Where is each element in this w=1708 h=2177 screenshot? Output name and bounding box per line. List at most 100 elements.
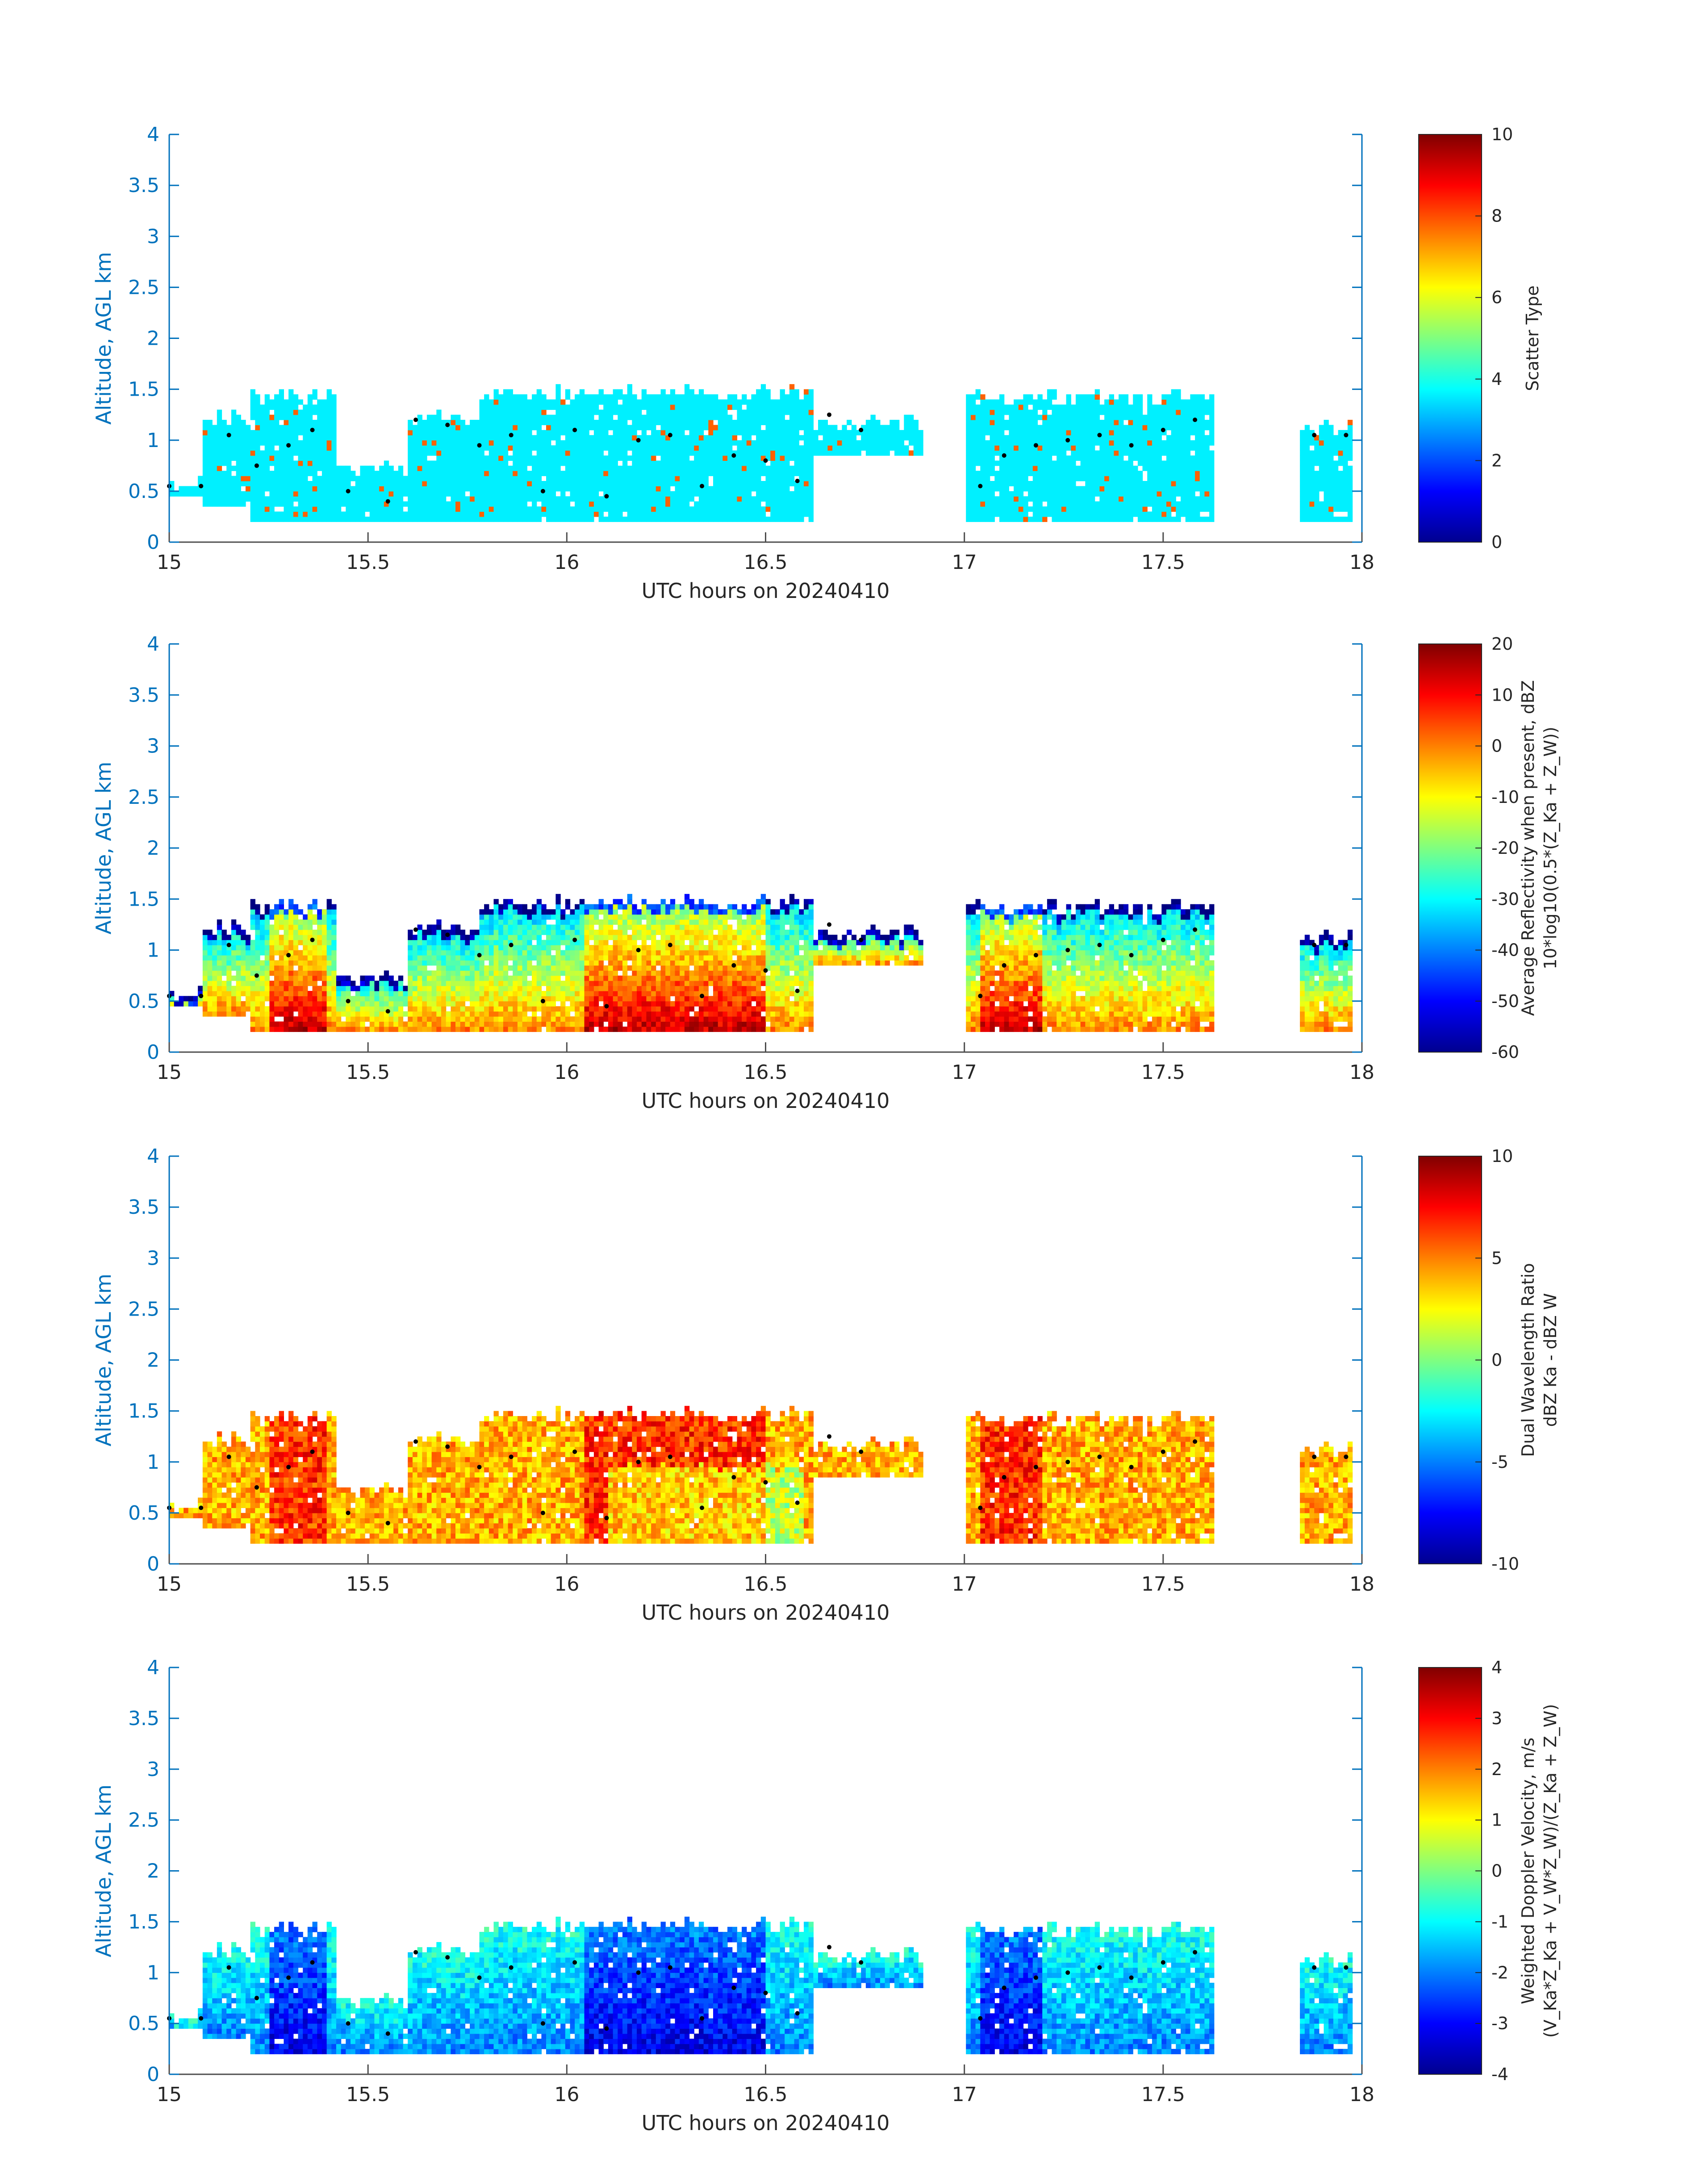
heatmap-cell (1209, 460, 1215, 466)
heatmap-cell (985, 430, 990, 435)
heatmap-cell (727, 425, 733, 430)
heatmap-cell (1094, 476, 1100, 481)
heatmap-cell (426, 435, 432, 441)
heatmap-cell (603, 491, 609, 497)
heatmap-cell (527, 430, 532, 435)
heatmap-cell (498, 501, 504, 507)
heatmap-cell (994, 486, 1000, 492)
heatmap-cell (1338, 501, 1343, 507)
heatmap-cell (307, 404, 313, 410)
heatmap-cell (326, 450, 332, 456)
heatmap-cell (522, 450, 527, 456)
heatmap-cell (808, 486, 814, 492)
heatmap-cell (1057, 486, 1062, 492)
heatmap-cell (1347, 491, 1353, 497)
heatmap-cell (632, 486, 637, 492)
heatmap-cell (985, 481, 990, 486)
heatmap-cell (279, 904, 284, 910)
heatmap-cell (1204, 455, 1210, 461)
heatmap-cell (1133, 420, 1138, 426)
heatmap-cell (236, 496, 241, 502)
heatmap-cell (307, 965, 313, 971)
heatmap-cell (465, 481, 470, 486)
heatmap-cell (670, 409, 676, 415)
heatmap-cell (727, 491, 733, 497)
heatmap-cell (1314, 501, 1320, 507)
heatmap-cell (684, 481, 690, 486)
heatmap-cell (307, 450, 313, 456)
heatmap-cell (446, 420, 451, 426)
heatmap-cell (651, 471, 656, 476)
heatmap-cell (436, 471, 442, 476)
heatmap-cell (336, 486, 342, 492)
heatmap-cell (1176, 445, 1181, 451)
heatmap-cell (408, 420, 413, 426)
heatmap-cell (880, 435, 885, 441)
heatmap-cell (694, 399, 699, 405)
heatmap-cell (541, 445, 547, 451)
heatmap-cell (622, 445, 628, 451)
heatmap-cell (732, 399, 737, 405)
heatmap-cell (269, 481, 275, 486)
heatmap-cell (918, 430, 923, 435)
heatmap-cell (279, 516, 284, 522)
heatmap-cell (675, 486, 680, 492)
heatmap-cell (622, 430, 628, 435)
heatmap-cell (355, 491, 360, 497)
heatmap-cell (288, 909, 294, 915)
heatmap-cell (1343, 455, 1348, 461)
heatmap-cell (269, 414, 275, 420)
heatmap-cell (1032, 404, 1038, 410)
heatmap-cell (451, 486, 456, 492)
heatmap-cell (426, 476, 432, 481)
heatmap-cell (179, 996, 184, 1002)
heatmap-cell (756, 501, 761, 507)
heatmap-cell (1028, 394, 1033, 400)
heatmap-cell (217, 975, 222, 981)
heatmap-cell (627, 506, 632, 512)
heatmap-cell (603, 394, 609, 400)
heatmap-cell (260, 965, 265, 971)
heatmap-cell (207, 455, 213, 461)
heatmap-cell (226, 1006, 232, 1012)
heatmap-cell (379, 476, 384, 481)
heatmap-cell (794, 516, 799, 522)
heatmap-cell (1166, 420, 1172, 426)
heatmap-cell (198, 476, 203, 481)
heatmap-cell (312, 440, 317, 446)
heatmap-cell (837, 450, 843, 456)
heatmap-cell (746, 476, 752, 481)
heatmap-cell (651, 435, 656, 441)
heatmap-cell (431, 496, 437, 502)
heatmap-cell (288, 924, 294, 930)
heatmap-cell (317, 465, 322, 471)
heatmap-cell (460, 440, 465, 446)
heatmap-cell (985, 440, 990, 446)
heatmap-cell (202, 471, 208, 476)
heatmap-cell (536, 506, 542, 512)
heatmap-cell (856, 440, 861, 446)
heatmap-cell (1304, 501, 1310, 507)
heatmap-cell (1304, 440, 1310, 446)
heatmap-cell (1152, 445, 1157, 451)
heatmap-cell (770, 486, 776, 492)
heatmap-cell (641, 435, 647, 441)
heatmap-cell (398, 471, 404, 476)
heatmap-cell (351, 501, 356, 507)
heatmap-cell (1171, 409, 1176, 415)
heatmap-cell (1309, 516, 1315, 522)
heatmap-cell (417, 465, 422, 471)
heatmap-cell (312, 945, 317, 951)
heatmap-cell (1009, 511, 1014, 517)
heatmap-cell (1142, 455, 1148, 461)
heatmap-cell (479, 399, 484, 405)
heatmap-cell (245, 435, 251, 441)
heatmap-cell (1185, 460, 1190, 466)
heatmap-cell (980, 394, 986, 400)
heatmap-cell (1014, 501, 1019, 507)
heatmap-cell (508, 471, 513, 476)
heatmap-cell (1071, 445, 1076, 451)
heatmap-cell (470, 491, 475, 497)
heatmap-cell (742, 511, 747, 517)
heatmap-cell (1057, 506, 1062, 512)
